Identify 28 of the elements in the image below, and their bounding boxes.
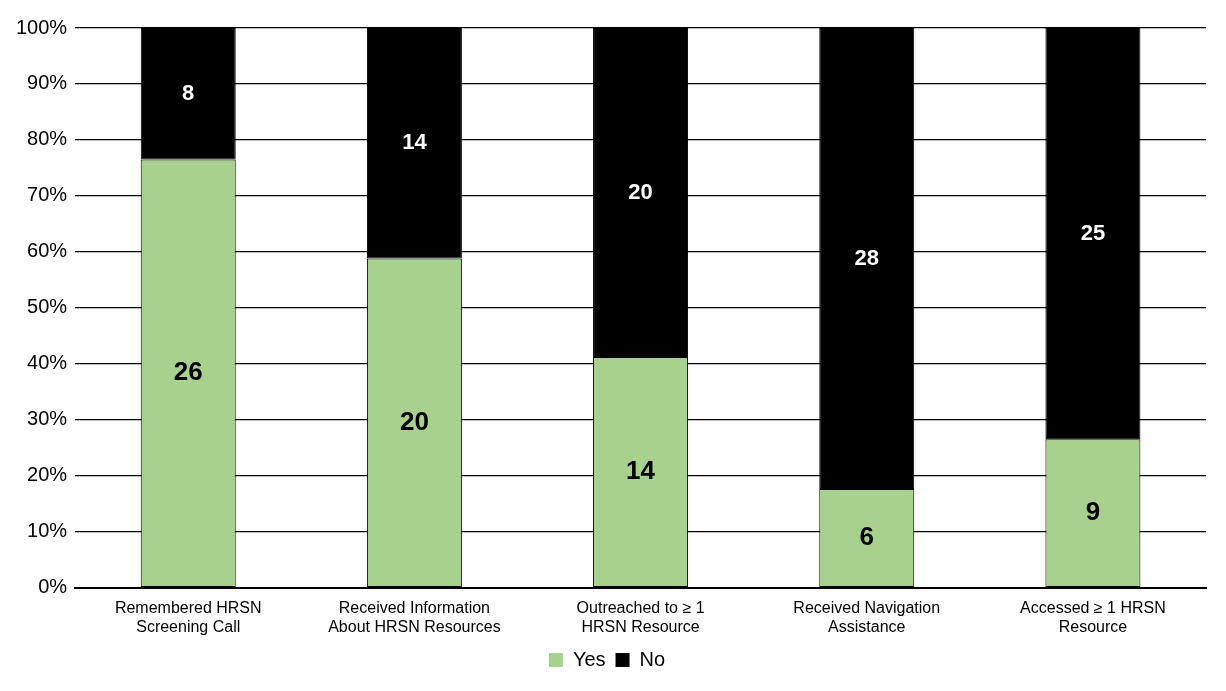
x-tick-label: Remembered HRSN Screening Call (114, 598, 262, 635)
annotation: 28 (854, 244, 879, 270)
y-tick-label: 0% (38, 575, 68, 598)
annotation: 6 (859, 521, 874, 552)
y-tick-label: 40% (27, 351, 68, 374)
annotation: 25 (1080, 219, 1106, 245)
y-tick-label: 70% (27, 183, 68, 206)
y-tick-label: 20% (27, 463, 68, 486)
x-tick-label: Outreached to ≥ 1 HRSN Resource (576, 598, 705, 635)
legend-label: Yes (572, 647, 606, 670)
annotation: 20 (399, 405, 429, 436)
x-tick-label: Received Information About HRSN Resources (328, 598, 501, 635)
y-tick-label: 30% (27, 407, 68, 430)
annotation: 20 (628, 178, 653, 204)
annotation: 14 (402, 129, 428, 155)
y-tick-label: 80% (27, 127, 68, 150)
y-tick-label: 100% (16, 15, 68, 38)
y-tick-label: 10% (27, 519, 68, 542)
y-tick-label: 90% (27, 71, 68, 94)
y-tick-label: 50% (27, 295, 68, 318)
y-tick-label: 60% (27, 239, 68, 262)
x-tick-label: Received Navigation Assistance (793, 598, 941, 635)
annotation: 26 (173, 356, 203, 387)
x-tick-label: Accessed ≥ 1 HRSN Resource (1020, 598, 1166, 635)
annotation: 14 (626, 455, 656, 486)
legend-label: No (639, 647, 666, 670)
annotation: 9 (1085, 496, 1101, 527)
annotation: 8 (182, 79, 195, 105)
